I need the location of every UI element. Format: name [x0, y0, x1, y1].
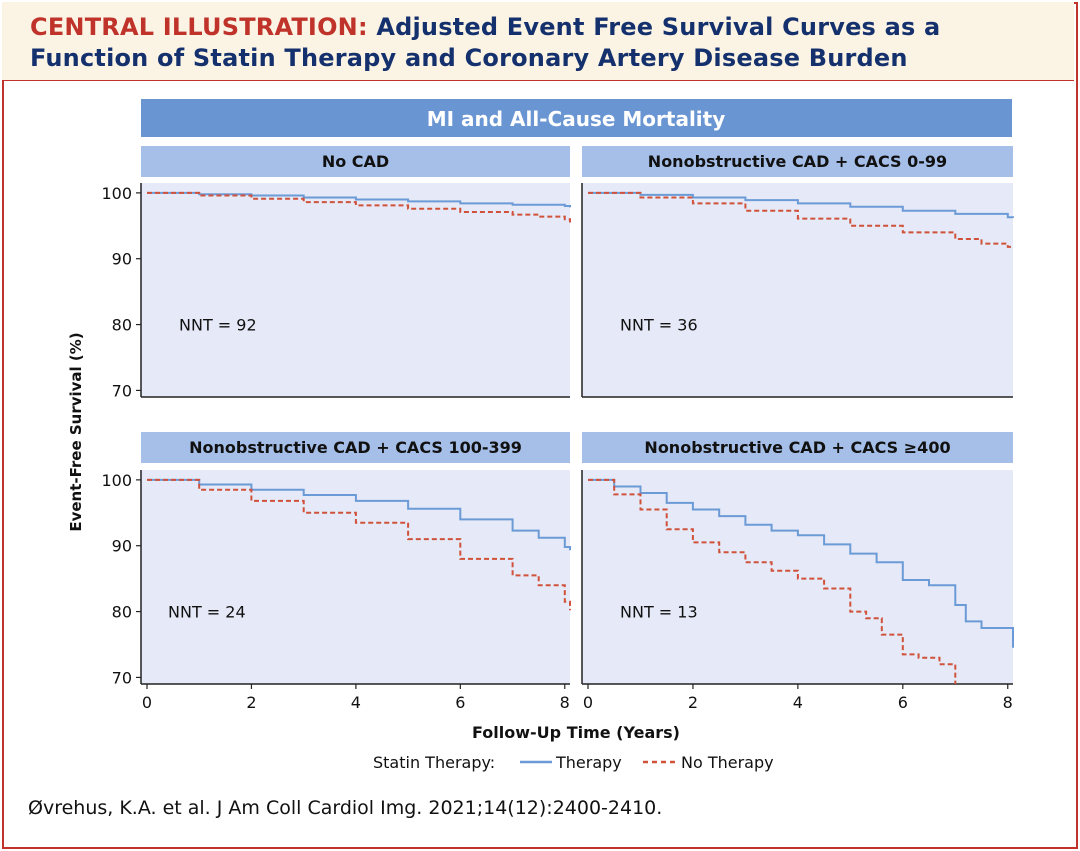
legend-therapy-label: Therapy	[555, 753, 622, 772]
no-therapy-curve	[147, 478, 571, 611]
title-main: Adjusted Event Free Survival Curves as a…	[30, 13, 941, 72]
x-tick-label: 8	[1003, 693, 1013, 712]
nnt-label: NNT = 36	[620, 316, 698, 335]
x-tick-label: 8	[560, 693, 570, 712]
legend: Statin Therapy: Therapy No Therapy	[373, 753, 774, 772]
panel-strip	[141, 146, 570, 177]
y-tick-label: 80	[112, 316, 132, 335]
y-axis-label: Event-Free Survival (%)	[67, 332, 85, 531]
y-tick-label: 90	[112, 250, 132, 269]
panel-title: Nonobstructive CAD + CACS 0-99	[648, 152, 947, 171]
title-bar: CENTRAL ILLUSTRATION: Adjusted Event Fre…	[2, 2, 1074, 81]
y-tick-label: 100	[101, 471, 132, 490]
therapy-curve	[588, 191, 1014, 219]
figure-title: CENTRAL ILLUSTRATION: Adjusted Event Fre…	[30, 12, 1030, 74]
panel-title: No CAD	[322, 152, 389, 171]
legend-no-therapy-label: No Therapy	[681, 753, 774, 772]
legend-title: Statin Therapy:	[373, 753, 495, 772]
y-tick-label: 100	[101, 184, 132, 203]
x-tick-label: 4	[351, 693, 361, 712]
x-tick-label: 0	[583, 693, 593, 712]
nnt-label: NNT = 24	[168, 603, 246, 622]
panel-plot-area	[141, 470, 570, 684]
therapy-curve	[147, 191, 571, 208]
panel-4: Nonobstructive CAD + CACS ≥400 NNT = 13	[581, 432, 1014, 685]
y-tick-label: 70	[112, 381, 132, 400]
panel-2: Nonobstructive CAD + CACS 0-99 NNT = 36	[581, 146, 1014, 398]
no-therapy-curve	[147, 191, 571, 223]
panel-plot-area	[141, 183, 570, 397]
suptitle-strip	[141, 99, 1012, 137]
no-therapy-curve	[588, 478, 957, 684]
no-therapy-curve	[588, 191, 1013, 248]
x-tick-label: 6	[898, 693, 908, 712]
panel-1: No CAD NNT = 92	[140, 146, 571, 398]
citation: Øvrehus, K.A. et al. J Am Coll Cardiol I…	[28, 797, 663, 819]
therapy-curve	[147, 478, 571, 551]
panel-strip	[582, 146, 1013, 177]
panel-3: Nonobstructive CAD + CACS 100-399 NNT = 2…	[140, 432, 571, 685]
chart-suptitle: MI and All-Cause Mortality	[427, 107, 726, 131]
x-tick-label: 6	[455, 693, 465, 712]
panel-group: No CAD NNT = 92 Nonobstructive CAD + CACS …	[140, 146, 1014, 685]
y-tick-label: 90	[112, 537, 132, 556]
x-tick-label: 2	[688, 693, 698, 712]
x-axis-label: Follow-Up Time (Years)	[472, 723, 680, 742]
panel-strip	[141, 432, 570, 463]
title-prefix: CENTRAL ILLUSTRATION:	[30, 13, 368, 41]
therapy-curve	[588, 478, 1014, 648]
x-tick-label: 2	[246, 693, 256, 712]
y-tick-label: 80	[112, 603, 132, 622]
nnt-label: NNT = 13	[620, 603, 698, 622]
nnt-label: NNT = 92	[179, 316, 257, 335]
x-tick-label: 4	[793, 693, 803, 712]
panel-title: Nonobstructive CAD + CACS ≥400	[644, 438, 950, 457]
x-tick-label: 0	[142, 693, 152, 712]
panel-title: Nonobstructive CAD + CACS 100-399	[189, 438, 522, 457]
y-tick-label: 70	[112, 668, 132, 687]
panel-strip	[582, 432, 1013, 463]
